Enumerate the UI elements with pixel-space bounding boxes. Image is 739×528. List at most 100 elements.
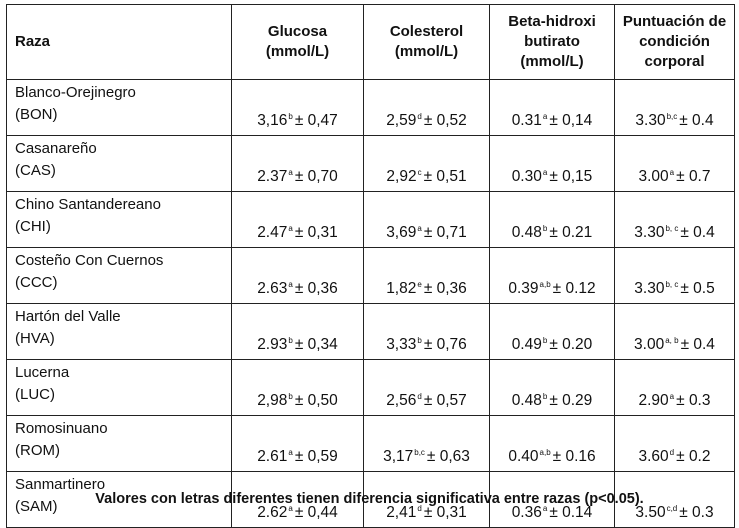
puntuacion-significance-letter: c,d [666,503,678,513]
breed-cell: Costeño Con Cuernos (CCC) [6,247,232,304]
colesterol-value: 3,17 [383,448,414,465]
glucosa-value: 2.61 [257,448,288,465]
puntuacion-significance-letter: a [669,391,675,401]
colesterol-cell: 3,17b,c ± 0,63 [363,415,490,472]
glucosa-significance-letter: a [288,223,293,233]
breed-code: (LUC) [15,386,55,403]
puntuacion-cell: 3.30b,c ± 0.4 [614,79,735,136]
colesterol-std-dev: ± 0,57 [423,392,467,409]
colesterol-value: 3,33 [386,336,417,353]
glucosa-significance-letter: a [288,447,293,457]
table-row: Casanareño (CAS) 2.37a ± 0,70 2,92c ± 0,51 0.3… [6,135,735,192]
breed-cell: Blanco-Orejinegro (BON) [6,79,232,136]
breed-cell: Sanmartinero (SAM) [6,471,232,528]
colesterol-value: 2,59 [386,112,417,129]
table-row: Blanco-Orejinegro (BON) 3,16b ± 0,47 2,59d ± … [6,79,735,136]
table-row: Costeño Con Cuernos (CCC) 2.63a ± 0,36 1,82e… [6,247,735,304]
breed-name: Casanareño [15,140,97,157]
table-row: Sanmartinero (SAM) 2.62a ± 0,44 2,41d ± 0,31 0… [6,471,735,528]
beta-value: 0.40 [508,448,539,465]
glucosa-significance-letter: b [288,391,293,401]
header-beta-hidroxibutirato: Beta-hidroxi butirato (mmol/L) [489,4,615,80]
colesterol-std-dev: ± 0,31 [423,504,467,521]
colesterol-significance-letter: d [417,503,422,513]
breed-code: (CAS) [15,162,56,179]
puntuacion-std-dev: ± 0.4 [680,224,715,241]
glucosa-value: 2.47 [257,224,288,241]
beta-value: 0.48 [511,392,542,409]
glucosa-cell: 2.61a ± 0,59 [231,415,364,472]
colesterol-cell: 3,33b ± 0,76 [363,303,490,360]
table-row: Hartón del Valle (HVA) 2.93b ± 0,34 3,33b ± 0… [6,303,735,360]
glucosa-significance-letter: a [288,279,293,289]
glucosa-value: 2.37 [257,168,288,185]
puntuacion-significance-letter: d [669,447,675,457]
puntuacion-std-dev: ± 0.4 [680,336,715,353]
puntuacion-cell: 3.30b, c ± 0.4 [614,191,735,248]
beta-cell: 0.39a,b ± 0.12 [489,247,615,304]
header-row: Raza Glucosa (mmol/L) Colesterol (mmol/L… [6,4,735,80]
breed-cell: Chino Santandereano (CHI) [6,191,232,248]
puntuacion-std-dev: ± 0.2 [676,448,711,465]
colesterol-value: 3,69 [386,224,417,241]
footnote: Valores con letras diferentes tienen dif… [95,491,644,507]
colesterol-cell: 3,69a ± 0,71 [363,191,490,248]
glucosa-significance-letter: a [288,503,293,513]
glucosa-std-dev: ± 0,47 [294,112,338,129]
breed-code: (CCC) [15,274,58,291]
puntuacion-std-dev: ± 0.4 [679,112,714,129]
puntuacion-std-dev: ± 0.3 [679,504,714,521]
breed-name: Blanco-Orejinegro [15,84,136,101]
puntuacion-significance-letter: a, b [665,335,679,345]
colesterol-significance-letter: d [417,391,422,401]
beta-significance-letter: b [542,391,548,401]
table-row: Chino Santandereano (CHI) 2.47a ± 0,31 3,69a… [6,191,735,248]
colesterol-std-dev: ± 0,51 [423,168,467,185]
glucosa-value: 3,16 [257,112,288,129]
glucosa-cell: 2.62a ± 0,44 [231,471,364,528]
beta-value: 0.49 [511,336,542,353]
breed-cell: Casanareño (CAS) [6,135,232,192]
table-body: Blanco-Orejinegro (BON) 3,16b ± 0,47 2,59d ± … [6,79,735,528]
puntuacion-cell: 3.60d ± 0.2 [614,415,735,472]
beta-value: 0.30 [511,168,542,185]
beta-std-dev: ± 0.14 [549,504,593,521]
beta-value: 0.48 [511,224,542,241]
glucosa-value: 2.62 [257,504,288,521]
breed-cell: Hartón del Valle (HVA) [6,303,232,360]
breed-name: Chino Santandereano [15,196,161,213]
colesterol-std-dev: ± 0,76 [423,336,467,353]
puntuacion-cell: 2.90a ± 0.3 [614,359,735,416]
beta-significance-letter: b [542,335,548,345]
puntuacion-significance-letter: b, c [665,223,679,233]
breed-name: Hartón del Valle [15,308,121,325]
glucosa-value: 2.93 [257,336,288,353]
breed-code: (CHI) [15,218,51,235]
puntuacion-cell: 3.30b, c ± 0.5 [614,247,735,304]
glucosa-cell: 3,16b ± 0,47 [231,79,364,136]
beta-significance-letter: a [542,111,548,121]
colesterol-std-dev: ± 0,36 [423,280,467,297]
beta-cell: 0.48b ± 0.29 [489,359,615,416]
puntuacion-value: 3.50 [635,504,666,521]
colesterol-cell: 2,59d ± 0,52 [363,79,490,136]
glucosa-cell: 2.93b ± 0,34 [231,303,364,360]
puntuacion-std-dev: ± 0.7 [676,168,711,185]
glucosa-std-dev: ± 0,36 [294,280,338,297]
beta-std-dev: ± 0.16 [552,448,596,465]
beta-significance-letter: a,b [539,279,551,289]
glucosa-significance-letter: b [288,111,293,121]
colesterol-std-dev: ± 0,52 [423,112,467,129]
glucosa-std-dev: ± 0,50 [294,392,338,409]
colesterol-std-dev: ± 0,71 [423,224,467,241]
breed-cell: Romosinuano (ROM) [6,415,232,472]
results-table: Raza Glucosa (mmol/L) Colesterol (mmol/L… [6,4,735,528]
glucosa-cell: 2,98b ± 0,50 [231,359,364,416]
beta-significance-letter: b [542,223,548,233]
beta-cell: 0.48b ± 0.21 [489,191,615,248]
colesterol-cell: 2,92c ± 0,51 [363,135,490,192]
puntuacion-value: 3.00 [634,336,665,353]
beta-cell: 0.30a ± 0,15 [489,135,615,192]
colesterol-value: 2,92 [386,168,417,185]
